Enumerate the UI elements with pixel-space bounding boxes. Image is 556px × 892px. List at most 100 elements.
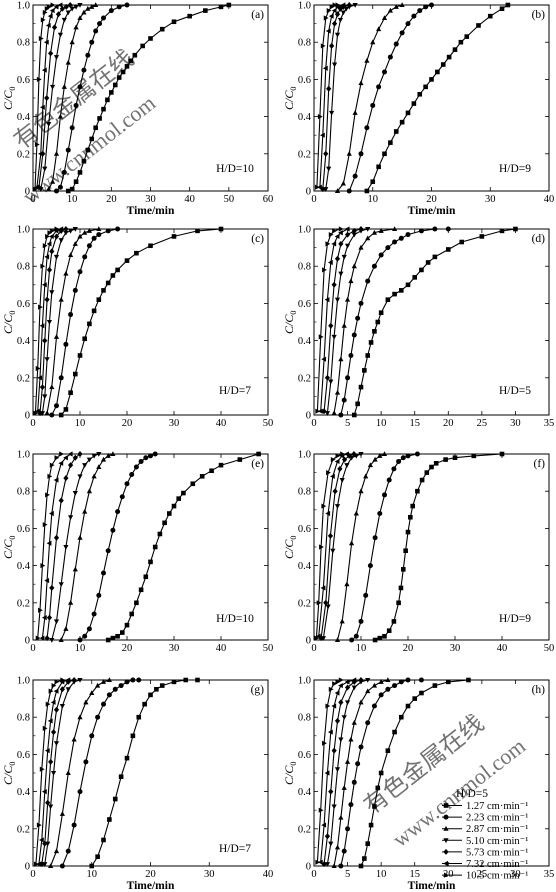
legend-title: H/D=5 [456,788,488,800]
data-point [405,110,411,116]
y-tick-label: 0.6 [17,299,30,310]
data-point [60,677,66,683]
data-point [353,633,359,639]
series-square [372,451,505,643]
data-point [209,468,214,474]
data-point [325,510,331,517]
series-line [60,453,114,641]
series-diamond [321,226,364,415]
data-point [68,390,73,395]
data-point [96,232,102,238]
data-point [352,173,358,179]
data-point [39,635,45,641]
data-point [49,384,55,390]
data-point [136,677,142,683]
data-point [82,229,88,235]
data-point [378,310,384,315]
y-tick-label: 0 [306,187,311,198]
data-point [330,456,336,463]
legend: H/D=51.27 cm·min⁻¹2.23 cm·min⁻¹2.87 cm·m… [442,788,528,882]
data-point [38,607,43,613]
x-tick-label: 30 [169,418,180,429]
x-tick-label: 10 [67,194,78,205]
data-point [466,677,471,683]
data-point [58,412,64,418]
data-point [417,8,423,14]
x-tick-label: 40 [497,643,508,654]
data-point [42,166,48,172]
data-point [40,17,46,23]
data-point [49,178,56,184]
series-circle [54,2,130,194]
x-axis-label: Time/min [127,880,175,892]
data-point [318,334,324,340]
series-square [89,677,200,869]
y-axis-label: C/C0 [282,87,298,110]
y-tick-label: 0.4 [298,112,312,123]
data-point [433,461,439,466]
y-axis-label: C/C0 [1,87,17,110]
data-point [41,67,47,73]
data-point [458,39,464,45]
data-point [105,453,111,458]
data-point [403,548,408,554]
data-point [363,592,369,598]
data-point [319,544,324,550]
series-triangle-up [48,677,112,868]
data-point [452,47,458,52]
data-point [45,701,51,707]
data-point [118,774,124,780]
data-point [358,384,364,390]
data-point [415,488,420,494]
x-tick-label: 0 [30,194,35,205]
data-point [320,43,326,49]
data-point [337,17,344,23]
data-point [49,7,55,14]
data-point [72,227,78,232]
data-point [53,848,60,854]
data-point [77,474,83,480]
data-point [327,729,333,735]
data-point [83,699,89,705]
data-point [334,458,340,465]
data-point [378,679,384,684]
data-point [72,241,78,246]
data-point [391,619,397,624]
series-line [374,453,503,641]
data-point [398,288,404,293]
data-point [116,4,122,10]
data-point [46,266,53,273]
data-point [349,540,355,546]
data-point [96,464,102,470]
data-point [53,55,60,60]
data-point [63,226,69,232]
data-point [39,837,44,843]
data-point [432,226,438,232]
data-point [199,474,205,479]
series-square [105,451,261,643]
data-point [334,233,340,240]
data-point [65,10,71,16]
data-point [338,226,344,232]
y-tick-label: 1.0 [298,676,311,687]
hd-annotation: H/D=9 [499,613,531,625]
data-point [353,510,359,516]
data-point [48,863,54,868]
data-point [330,548,336,554]
data-point [340,180,346,186]
data-point [130,733,136,739]
y-axis-label: C/C0 [1,536,17,559]
legend-entry: 1.27 cm·min⁻¹ [466,801,528,812]
x-axis-label: Time/min [408,205,456,217]
data-point [331,62,338,68]
series-line [326,679,368,865]
data-point [81,158,87,164]
y-tick-label: 0 [306,411,311,422]
data-point [157,531,163,537]
data-point [40,263,46,269]
data-point [124,622,130,628]
x-tick-label: 10 [87,869,98,880]
data-point [351,719,357,725]
data-point [418,228,424,234]
data-point [45,233,50,240]
